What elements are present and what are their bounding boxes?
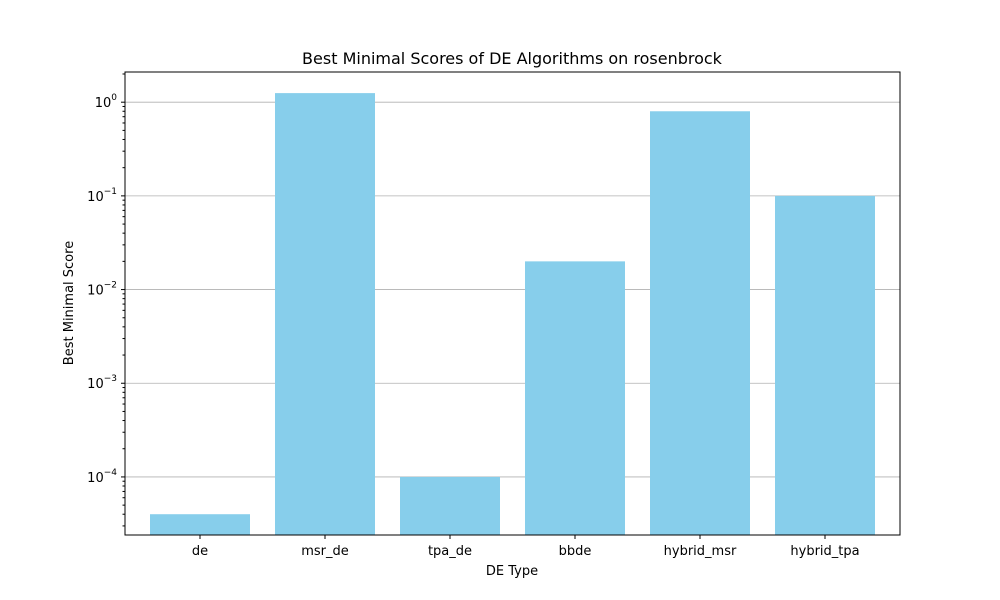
chart-title: Best Minimal Scores of DE Algorithms on … (302, 49, 723, 68)
bars (150, 93, 875, 536)
bar-msr_de (275, 93, 375, 536)
x-tick-label: hybrid_tpa (790, 544, 859, 559)
x-tick-label: bbde (559, 544, 592, 559)
bar-de (150, 514, 250, 535)
x-tick-label: msr_de (301, 544, 349, 559)
bar-hybrid_msr (650, 111, 750, 535)
x-tick-label: de (192, 544, 208, 559)
grid-lines (125, 101, 900, 478)
bar-bbde (525, 261, 625, 535)
y-axis-label: Best Minimal Score (62, 241, 77, 365)
bar-hybrid_tpa (775, 195, 875, 535)
plot-frame (124, 71, 901, 536)
y-tick-label: 10−4 (87, 468, 117, 486)
y-tick-label: 10−1 (87, 187, 117, 205)
x-tick-label: tpa_de (428, 544, 472, 559)
y-axis-ticks: 10−4 10−3 10−2 10−1 100 (87, 73, 125, 527)
y-tick-label: 10−3 (87, 374, 117, 392)
y-tick-label: 10−2 (87, 281, 117, 299)
bar-tpa_de (400, 476, 500, 535)
x-tick-label: hybrid_msr (664, 544, 737, 559)
y-tick-label: 100 (95, 93, 118, 111)
x-axis-ticks: de msr_de tpa_de bbde hybrid_msr hybrid_tpa (192, 535, 860, 559)
x-axis-label: DE Type (486, 564, 538, 579)
